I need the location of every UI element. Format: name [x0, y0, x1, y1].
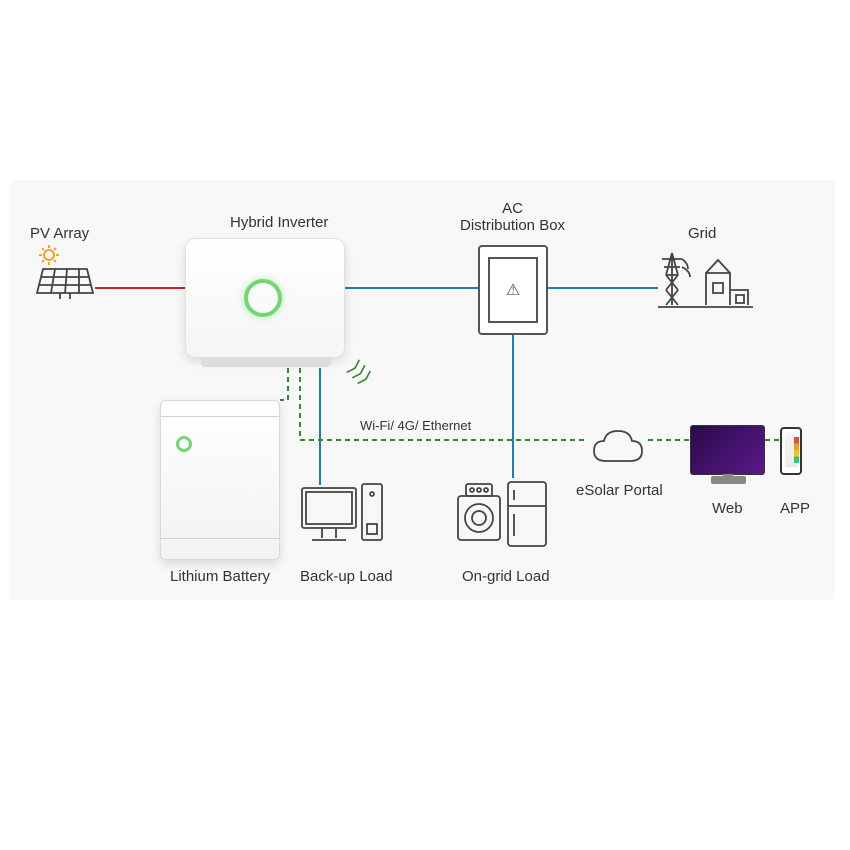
- cloud-label: eSolar Portal: [576, 482, 663, 499]
- ongrid-label: On-grid Load: [462, 568, 550, 585]
- backup-label: Back-up Load: [300, 568, 393, 585]
- grid-label: Grid: [688, 225, 716, 242]
- ac-distribution-box-icon: ⚠︎: [478, 245, 548, 335]
- diagram-canvas: PV Array Hybrid Inverter ⟩⟩⟩ ACDistribut…: [0, 0, 850, 850]
- pv-label: PV Array: [30, 225, 89, 242]
- inverter-label: Hybrid Inverter: [230, 214, 328, 231]
- backup-load-icon: [298, 480, 388, 560]
- battery-label: Lithium Battery: [170, 568, 270, 585]
- grid-icon: [658, 245, 753, 325]
- ongrid-load-icon: [452, 478, 552, 563]
- lithium-battery-icon: [160, 400, 280, 560]
- background-panel: [10, 180, 835, 600]
- cloud-icon: [588, 425, 648, 475]
- web-label: Web: [712, 500, 743, 517]
- hybrid-inverter-icon: [185, 238, 345, 358]
- web-monitor-icon: [690, 425, 765, 475]
- ac-label: ACDistribution Box: [460, 200, 565, 234]
- wifi-label: Wi-Fi/ 4G/ Ethernet: [360, 418, 471, 433]
- app-label: APP: [780, 500, 810, 517]
- app-phone-icon: [780, 427, 802, 475]
- pv-array-icon: [35, 245, 95, 310]
